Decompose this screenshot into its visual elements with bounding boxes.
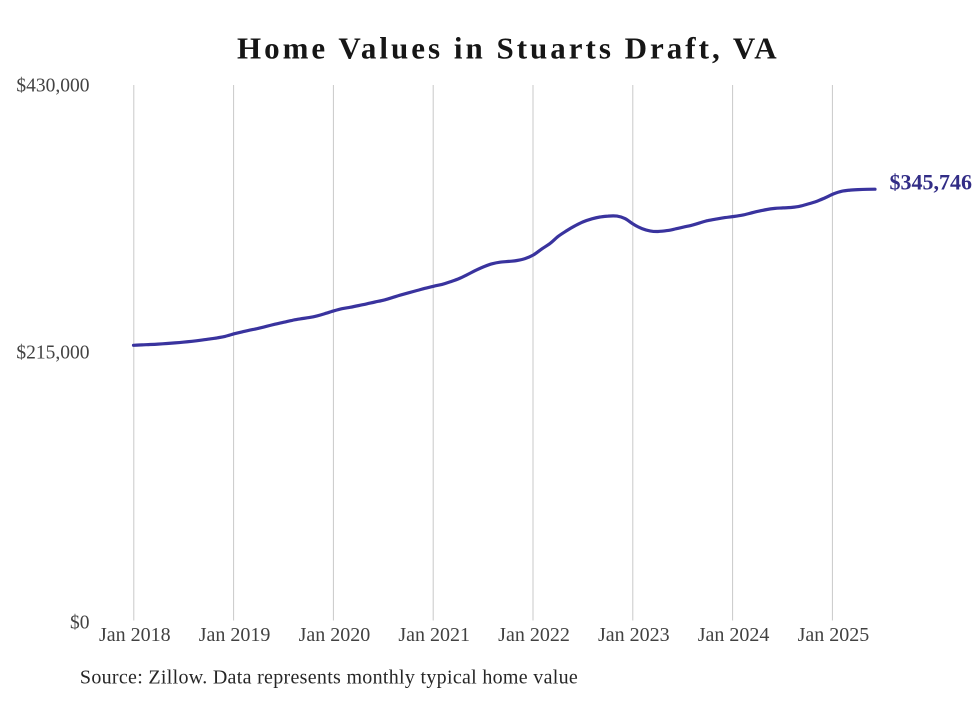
svg-text:Jan 2024: Jan 2024 xyxy=(698,624,770,646)
svg-text:Home Values in Stuarts Draft,: Home Values in Stuarts Draft, VA xyxy=(237,31,780,66)
svg-text:Jan 2025: Jan 2025 xyxy=(798,624,870,646)
svg-text:Source: Zillow. Data represent: Source: Zillow. Data represents monthly … xyxy=(80,667,578,689)
svg-text:$0: $0 xyxy=(70,613,90,634)
svg-text:Jan 2023: Jan 2023 xyxy=(598,624,670,646)
svg-text:Jan 2019: Jan 2019 xyxy=(199,624,271,646)
svg-text:Jan 2021: Jan 2021 xyxy=(398,624,470,646)
svg-text:Jan 2022: Jan 2022 xyxy=(498,624,570,646)
svg-text:$215,000: $215,000 xyxy=(16,342,89,363)
svg-text:Jan 2020: Jan 2020 xyxy=(299,624,371,646)
svg-text:$345,746: $345,746 xyxy=(890,170,973,195)
svg-text:$430,000: $430,000 xyxy=(16,75,89,96)
svg-text:Jan 2018: Jan 2018 xyxy=(99,624,171,646)
